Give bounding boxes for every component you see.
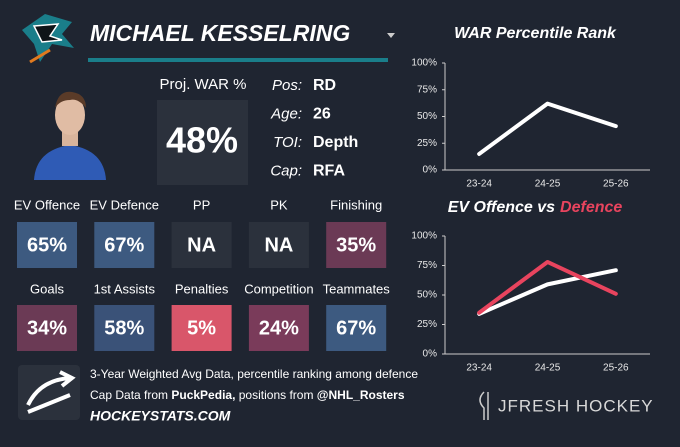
dropdown-arrow[interactable] [387, 33, 395, 38]
tile-value: NA [187, 234, 216, 256]
tile-label: EV Offence [14, 197, 80, 212]
charts: WAR Percentile Rank 0% 25% 50% 75% 100% 23-24 2… [411, 25, 650, 374]
tile-label: Finishing [330, 197, 382, 212]
footer-text: positions from [239, 388, 314, 402]
y-tick-label: 50% [417, 111, 437, 122]
y-tick-label: 50% [417, 290, 437, 301]
y-tick-label: 75% [417, 84, 437, 95]
bio-value: Depth [313, 134, 358, 151]
tile [94, 305, 155, 351]
series-line [477, 259, 618, 315]
tile [248, 222, 309, 268]
chart-title-text: EV Offence vs [448, 199, 555, 216]
player-name: MICHAEL KESSELRING [90, 20, 350, 46]
proj-war-box [157, 100, 248, 185]
tiles: EV Offence 65% EV Defence 67% PP NA PK NA Finish… [14, 197, 390, 351]
bio-label: Pos: [272, 77, 302, 94]
site-logo [18, 365, 80, 420]
tile-label: PK [270, 197, 288, 212]
footer-line1: 3-Year Weighted Avg Data, percentile ran… [90, 367, 418, 381]
bio-label: Age: [270, 105, 302, 122]
footer-link[interactable]: PuckPedia, [171, 388, 235, 402]
tile-value: 67% [336, 317, 376, 339]
chart-title: WAR Percentile Rank [454, 25, 617, 42]
tile-label: Competition [244, 281, 313, 296]
tile-label: PP [193, 197, 210, 212]
proj-war-value: 48% [166, 120, 238, 161]
x-tick-label: 25-26 [603, 363, 629, 374]
y-tick-label: 25% [417, 138, 437, 149]
tile-label: Goals [30, 281, 64, 296]
y-tick-label: 75% [417, 260, 437, 271]
tile [326, 305, 387, 351]
series-line [477, 101, 618, 156]
bio-value: RFA [313, 163, 345, 180]
name-underline [88, 58, 388, 62]
y-tick-label: 100% [411, 58, 437, 69]
bio-label: Cap: [270, 162, 302, 179]
y-tick-label: 25% [417, 319, 437, 330]
tile-value: 24% [259, 317, 299, 339]
chart-title-accent: Defence [560, 199, 622, 216]
x-tick-label: 24-25 [535, 179, 561, 190]
chart-title: EV Offence vs Defence [448, 199, 623, 216]
y-tick-label: 0% [423, 165, 438, 176]
site-logo-mark [26, 370, 76, 414]
tile-label: Penalties [175, 281, 229, 296]
tile [326, 222, 387, 268]
tile [17, 305, 77, 351]
series-line [477, 268, 618, 316]
x-tick-label: 23-24 [466, 363, 492, 374]
y-tick-label: 100% [411, 231, 437, 242]
brand-logo [479, 391, 489, 420]
y-tick-label: 0% [423, 349, 438, 360]
brand: JFRESH HOCKEY [498, 396, 654, 415]
tile [171, 305, 232, 351]
tile [171, 222, 232, 268]
footer-line2: Cap Data from PuckPedia, positions from … [90, 388, 405, 402]
tile-value: 58% [104, 317, 144, 339]
tile [248, 305, 309, 351]
x-tick-label: 25-26 [603, 179, 629, 190]
tile-value: 67% [104, 234, 144, 256]
team-logo [22, 14, 74, 64]
tile-value: 34% [27, 317, 67, 339]
tile-value: NA [264, 234, 293, 256]
footer-site: HOCKEYSTATS.COM [90, 408, 231, 424]
footer-text: Cap Data from [90, 388, 168, 402]
tile-label: 1st Assists [94, 281, 156, 296]
tile [17, 222, 77, 268]
bio: Pos: RD Age: 26 TOI: Depth Cap: RFA [270, 77, 358, 180]
tile-value: 35% [336, 234, 376, 256]
footer-link[interactable]: @NHL_Rosters [317, 388, 405, 402]
tile-value: 5% [187, 317, 216, 339]
tile-label: Teammates [323, 281, 391, 296]
x-tick-label: 24-25 [535, 363, 561, 374]
proj-war-label: Proj. WAR % [160, 76, 247, 93]
chart-title-text: WAR Percentile Rank [454, 25, 617, 42]
player-photo [34, 91, 106, 180]
x-tick-label: 23-24 [466, 179, 492, 190]
tile-label: EV Defence [90, 197, 159, 212]
tile-value: 65% [27, 234, 67, 256]
bio-value: RD [313, 77, 336, 94]
bio-value: 26 [313, 106, 331, 123]
tile [94, 222, 155, 268]
bio-label: TOI: [273, 134, 302, 151]
